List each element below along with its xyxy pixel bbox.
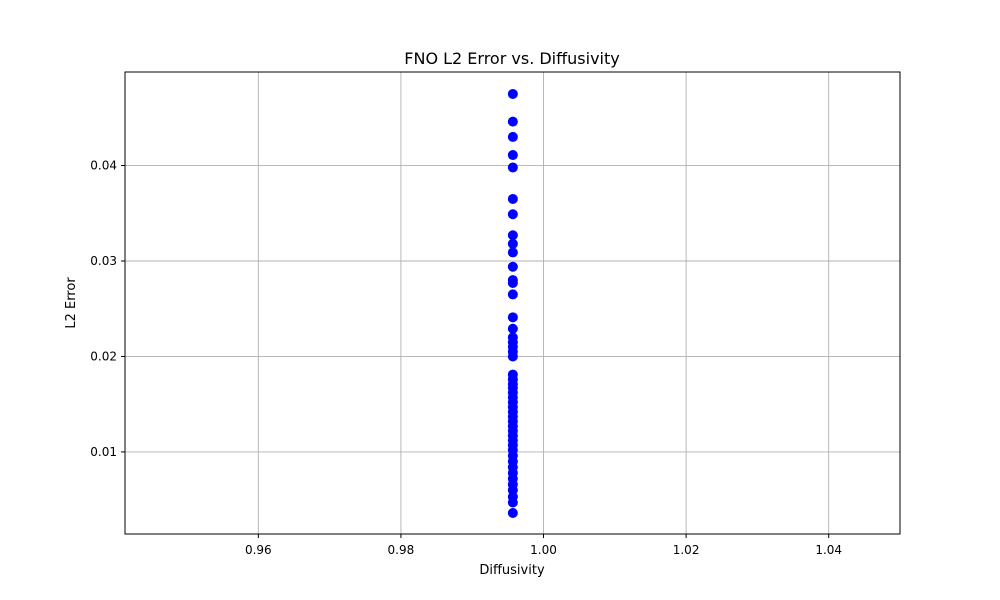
data-point	[507, 508, 518, 518]
x-tick-label: 1.00	[530, 543, 557, 557]
ticks: 0.96 0.98 1.00 1.02 1.04 0.01 0.02 0.03 0.04	[90, 159, 842, 557]
data-point	[507, 116, 518, 127]
x-tick-label: 1.02	[673, 543, 700, 557]
x-tick-label: 0.96	[245, 543, 272, 557]
data-point	[507, 261, 518, 272]
data-point	[507, 247, 518, 258]
x-tick-label: 0.98	[388, 543, 415, 557]
data-points	[507, 88, 518, 518]
y-tick-label: 0.01	[90, 445, 117, 459]
y-tick-label: 0.02	[90, 349, 117, 363]
data-point	[507, 88, 518, 99]
axes-frame	[124, 71, 901, 535]
y-tick-label: 0.03	[90, 254, 117, 268]
x-tick-label: 1.04	[815, 543, 842, 557]
data-point	[507, 209, 518, 220]
data-point	[507, 162, 518, 173]
data-point	[507, 131, 518, 142]
data-point	[507, 277, 518, 288]
data-point	[507, 497, 518, 508]
data-point	[507, 312, 518, 323]
data-point	[507, 289, 518, 300]
data-point	[507, 230, 518, 241]
data-point	[507, 150, 518, 161]
data-point	[507, 323, 518, 334]
x-axis-label: Diffusivity	[479, 563, 545, 578]
data-point	[507, 193, 518, 204]
data-point	[507, 238, 518, 249]
y-tick-label: 0.04	[90, 159, 117, 173]
y-axis-label: L2 Error	[64, 277, 79, 329]
chart-title: FNO L2 Error vs. Diffusivity	[404, 49, 619, 68]
data-point	[507, 351, 518, 362]
